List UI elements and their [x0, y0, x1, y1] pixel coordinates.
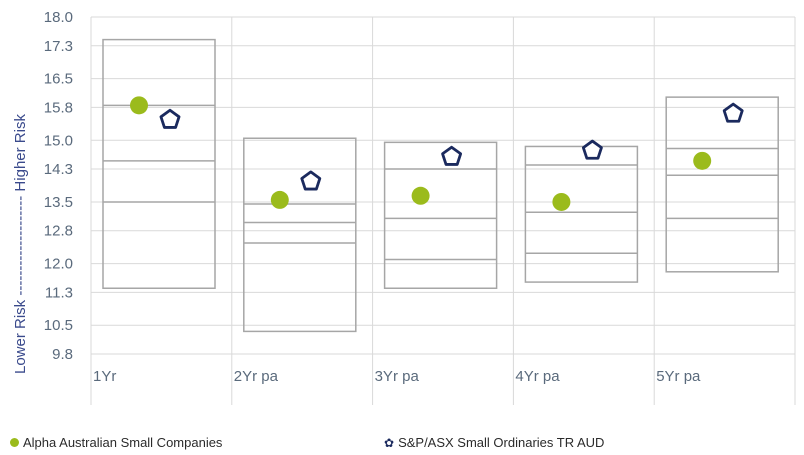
- y-tick-label: 14.3: [44, 161, 73, 178]
- benchmark-marker-icon: ✿: [384, 435, 395, 450]
- fund-point: [130, 96, 148, 115]
- y-tick-label: 10.5: [44, 317, 73, 334]
- x-category-label: 3Yr pa: [375, 368, 420, 385]
- range-box: [665, 96, 779, 273]
- x-category-label: 5Yr pa: [656, 368, 701, 385]
- benchmark-point: [722, 102, 744, 123]
- benchmark-point: [581, 139, 603, 160]
- y-tick-label: 16.5: [44, 71, 73, 88]
- y-tick-label: 12.8: [44, 223, 73, 240]
- range-box: [243, 137, 357, 333]
- y-tick-label: 9.8: [52, 346, 73, 363]
- benchmark-point: [159, 108, 181, 129]
- benchmark-point: [300, 170, 322, 191]
- legend-label-fund: Alpha Australian Small Companies: [23, 435, 223, 450]
- x-category-label: 2Yr pa: [234, 368, 279, 385]
- legend-item-benchmark: ✿ S&P/ASX Small Ordinaries TR AUD: [384, 435, 604, 450]
- fund-point: [552, 192, 571, 211]
- label-layer: 18.0 17.3 16.5 15.8 15.0 14.3 13.5 12.8 12.0 11.3…: [12, 9, 701, 385]
- fund-point: [270, 190, 289, 209]
- y-axis-risk-label: Lower Risk -------------------- Higher R…: [12, 114, 29, 374]
- fund-point: [411, 186, 430, 205]
- benchmark-point: [441, 145, 463, 166]
- y-tick-label: 15.8: [44, 99, 73, 116]
- marker-layer: [130, 96, 744, 211]
- grid-layer: [90, 16, 796, 405]
- y-tick-label: 18.0: [44, 9, 73, 26]
- legend-item-fund: Alpha Australian Small Companies: [10, 435, 222, 450]
- x-category-label: 4Yr pa: [515, 368, 560, 385]
- legend-label-benchmark: S&P/ASX Small Ordinaries TR AUD: [398, 435, 605, 450]
- fund-point: [693, 151, 712, 170]
- risk-chart: 18.0 17.3 16.5 15.8 15.0 14.3 13.5 12.8 12.0 11.3…: [12, 9, 796, 405]
- range-box: [383, 141, 498, 289]
- y-tick-label: 15.0: [44, 132, 73, 149]
- y-tick-label: 13.5: [44, 194, 73, 211]
- y-tick-label: 11.3: [45, 284, 73, 301]
- range-box: [524, 145, 639, 283]
- fund-marker-icon: [10, 438, 19, 447]
- range-box: [102, 38, 216, 289]
- y-tick-label: 17.3: [44, 38, 73, 55]
- y-tick-label: 12.0: [44, 256, 73, 273]
- x-category-label: 1Yr: [93, 368, 116, 385]
- box-layer: [102, 38, 779, 333]
